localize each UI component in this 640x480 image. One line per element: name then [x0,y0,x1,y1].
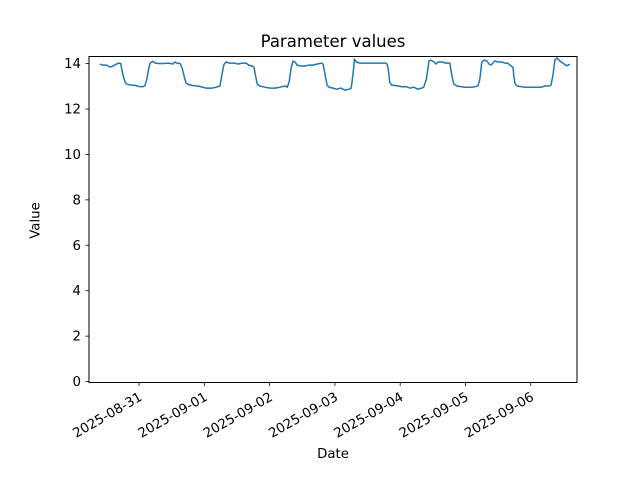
x-tick-label: 2025-08-31 [71,390,145,442]
plot-area [88,56,578,383]
y-tick-label: 8 [73,193,81,208]
y-tick-label: 4 [73,284,81,299]
x-tick-label: 2025-09-05 [397,390,471,442]
y-tick-label: 14 [64,57,81,72]
data-line-series [99,57,571,91]
y-tick-label: 2 [73,330,81,345]
y-tick-label: 0 [73,375,81,390]
x-tick-label: 2025-09-01 [136,390,210,442]
x-axis-label: Date [317,447,349,462]
x-tick-label: 2025-09-06 [462,390,536,442]
y-tick-label: 10 [64,148,81,163]
y-tick-label: 12 [64,102,81,117]
y-tick-label: 6 [73,239,81,254]
x-tick-label: 2025-09-02 [201,390,275,442]
x-tick-label: 2025-09-03 [266,390,340,442]
x-tick-label: 2025-09-04 [332,390,406,442]
chart-title: Parameter values [260,32,406,51]
